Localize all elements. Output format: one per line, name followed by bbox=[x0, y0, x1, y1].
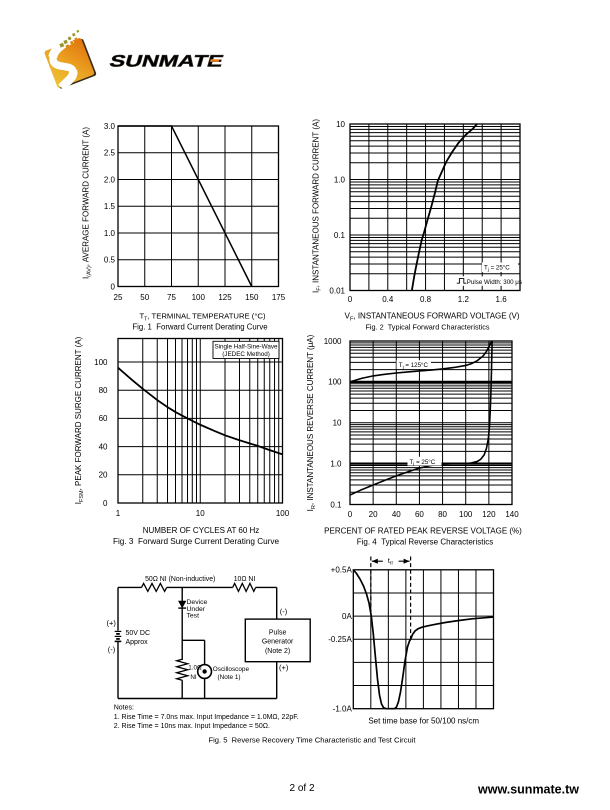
svg-text:0: 0 bbox=[111, 282, 116, 291]
svg-text:50: 50 bbox=[140, 293, 149, 302]
svg-text:0.4: 0.4 bbox=[382, 295, 394, 304]
svg-text:Set time base for 50/100 ns/cm: Set time base for 50/100 ns/cm bbox=[368, 717, 479, 726]
svg-text:50Ω NI (Non-inductive): 50Ω NI (Non-inductive) bbox=[145, 576, 215, 583]
svg-text:80: 80 bbox=[99, 386, 108, 395]
svg-text:+0.5A: +0.5A bbox=[331, 566, 353, 575]
svg-text:1.2: 1.2 bbox=[458, 295, 470, 304]
svg-text:0: 0 bbox=[348, 510, 353, 519]
svg-text:25: 25 bbox=[114, 293, 123, 302]
svg-text:2 of 2: 2 of 2 bbox=[289, 783, 314, 794]
svg-text:NI: NI bbox=[190, 674, 197, 681]
svg-text:trr: trr bbox=[388, 558, 394, 567]
svg-text:Approx: Approx bbox=[126, 639, 149, 646]
svg-text:I(AV), AVERAGE FORWARD CURRENT: I(AV), AVERAGE FORWARD CURRENT (A) bbox=[82, 127, 93, 279]
svg-text:Pulse: Pulse bbox=[269, 629, 287, 636]
svg-text:TT, TERMINAL TEMPERATURE (°C): TT, TERMINAL TEMPERATURE (°C) bbox=[139, 312, 266, 323]
svg-text:1.5: 1.5 bbox=[104, 202, 116, 211]
svg-text:NUMBER OF CYCLES AT 60 Hz: NUMBER OF CYCLES AT 60 Hz bbox=[143, 526, 260, 535]
svg-text:1. Rise Time = 7.0ns max. Inpu: 1. Rise Time = 7.0ns max. Input Impedanc… bbox=[114, 714, 299, 721]
svg-text:1000: 1000 bbox=[324, 337, 342, 346]
svg-text:60: 60 bbox=[99, 414, 108, 423]
svg-text:100: 100 bbox=[276, 509, 290, 518]
svg-text:140: 140 bbox=[505, 510, 519, 519]
svg-text:150: 150 bbox=[245, 293, 259, 302]
svg-text:IR, INSTANTANEOUS REVERSE CURR: IR, INSTANTANEOUS REVERSE CURRENT (μA) bbox=[306, 334, 317, 511]
svg-text:1.0: 1.0 bbox=[104, 229, 116, 238]
svg-text:0.01: 0.01 bbox=[329, 286, 345, 295]
svg-text:10: 10 bbox=[336, 120, 345, 129]
svg-text:PERCENT OF RATED PEAK REVERSE: PERCENT OF RATED PEAK REVERSE VOLTAGE (%… bbox=[324, 527, 522, 536]
svg-text:100: 100 bbox=[192, 293, 206, 302]
svg-text:2.0: 2.0 bbox=[104, 175, 116, 184]
svg-text:100: 100 bbox=[459, 510, 473, 519]
svg-text:3.0: 3.0 bbox=[104, 122, 116, 131]
svg-text:Single Half-Sine-Wave: Single Half-Sine-Wave bbox=[214, 343, 278, 350]
svg-text:125: 125 bbox=[218, 293, 232, 302]
svg-text:Fig. 1 Forward Current Derati: Fig. 1 Forward Current Derating Curve bbox=[132, 323, 267, 332]
svg-text:0.5: 0.5 bbox=[104, 256, 116, 265]
svg-text:1.0: 1.0 bbox=[330, 459, 342, 468]
svg-text:www.sunmate.tw: www.sunmate.tw bbox=[477, 783, 579, 797]
svg-text:100: 100 bbox=[328, 378, 342, 387]
svg-text:Device: Device bbox=[187, 599, 208, 606]
svg-text:VF, INSTANTANEOUS FORWARD VOLT: VF, INSTANTANEOUS FORWARD VOLTAGE (V) bbox=[345, 312, 520, 323]
svg-text:0.1: 0.1 bbox=[334, 231, 346, 240]
svg-text:1: 1 bbox=[116, 509, 121, 518]
svg-text:50V DC: 50V DC bbox=[126, 630, 151, 637]
svg-text:Fig. 5 Reverse Recovery Time: Fig. 5 Reverse Recovery Time Characteris… bbox=[208, 735, 416, 744]
svg-text:20: 20 bbox=[369, 510, 378, 519]
svg-text:Fig. 4 Typical Reverse Charac: Fig. 4 Typical Reverse Characteristics bbox=[357, 538, 494, 547]
svg-text:0A: 0A bbox=[342, 612, 352, 621]
svg-text:(-): (-) bbox=[280, 607, 288, 616]
svg-text:SUNMATE: SUNMATE bbox=[107, 52, 225, 71]
svg-text:Under: Under bbox=[187, 606, 206, 613]
svg-text:60: 60 bbox=[415, 510, 424, 519]
svg-text:2. Rise Time = 10ns max. Input: 2. Rise Time = 10ns max. Input Impedance… bbox=[114, 723, 270, 730]
svg-text:20: 20 bbox=[99, 471, 108, 480]
svg-text:Tj = 125°C: Tj = 125°C bbox=[399, 362, 429, 370]
svg-text:100: 100 bbox=[94, 358, 108, 367]
svg-text:Oscilloscope: Oscilloscope bbox=[213, 666, 250, 673]
svg-text:Fig. 2 Typical Forward Charac: Fig. 2 Typical Forward Characteristics bbox=[365, 323, 489, 332]
svg-text:175: 175 bbox=[272, 293, 286, 302]
svg-text:Notes:: Notes: bbox=[114, 705, 134, 712]
svg-text:75: 75 bbox=[167, 293, 176, 302]
svg-text:(+): (+) bbox=[107, 618, 117, 627]
svg-text:(-): (-) bbox=[108, 645, 116, 654]
svg-text:(+): (+) bbox=[279, 663, 289, 672]
svg-text:Pulse Width: 300 μs: Pulse Width: 300 μs bbox=[467, 279, 522, 286]
svg-text:-1.0A: -1.0A bbox=[333, 705, 353, 714]
svg-text:0.1: 0.1 bbox=[330, 500, 342, 509]
svg-text:1.0: 1.0 bbox=[334, 175, 346, 184]
svg-text:10: 10 bbox=[196, 509, 205, 518]
svg-text:0.8: 0.8 bbox=[420, 295, 432, 304]
svg-text:Tj = 25°C: Tj = 25°C bbox=[410, 459, 436, 467]
svg-text:120: 120 bbox=[482, 510, 496, 519]
svg-text:1.0Ω: 1.0Ω bbox=[188, 664, 202, 671]
svg-text:2.5: 2.5 bbox=[104, 149, 116, 158]
svg-text:Generator: Generator bbox=[262, 639, 294, 646]
svg-text:1.6: 1.6 bbox=[496, 295, 508, 304]
svg-text:Tj = 25°C: Tj = 25°C bbox=[484, 265, 510, 273]
svg-text:IFSM, PEAK FORWARD SURGE CURRE: IFSM, PEAK FORWARD SURGE CURRENT (A) bbox=[74, 336, 85, 504]
svg-text:80: 80 bbox=[438, 510, 447, 519]
svg-text:-0.25A: -0.25A bbox=[328, 635, 352, 644]
svg-text:Fig. 3 Forward Surge Current: Fig. 3 Forward Surge Current Derating Cu… bbox=[113, 537, 280, 546]
svg-text:(Note 1): (Note 1) bbox=[217, 674, 240, 681]
svg-text:0: 0 bbox=[103, 499, 108, 508]
svg-text:40: 40 bbox=[99, 442, 108, 451]
svg-text:40: 40 bbox=[392, 510, 401, 519]
svg-text:10Ω NI: 10Ω NI bbox=[234, 576, 256, 583]
svg-text:(JEDEC Method): (JEDEC Method) bbox=[222, 351, 270, 358]
svg-text:10: 10 bbox=[333, 419, 342, 428]
svg-text:IF, INSTANTANEOUS FORWARD CURR: IF, INSTANTANEOUS FORWARD CURRENT (A) bbox=[312, 119, 323, 293]
svg-text:0: 0 bbox=[348, 295, 353, 304]
svg-text:Test: Test bbox=[187, 613, 200, 620]
svg-text:(Note 2): (Note 2) bbox=[265, 648, 290, 655]
